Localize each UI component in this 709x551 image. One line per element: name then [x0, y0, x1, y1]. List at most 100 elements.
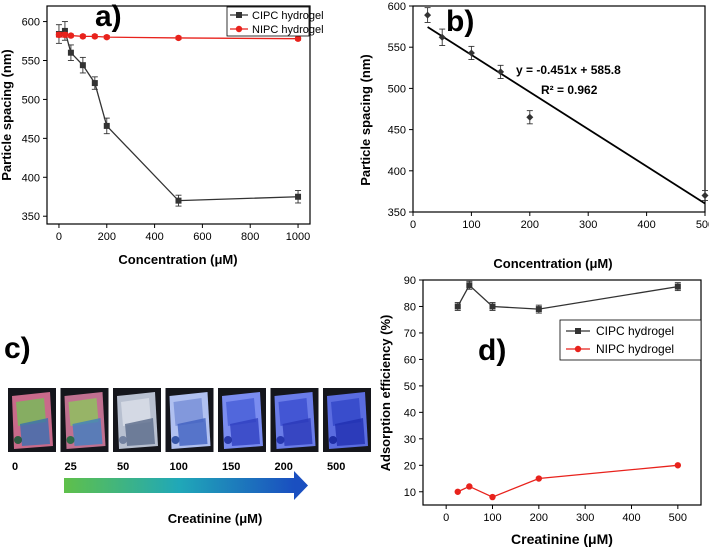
data-point-cipc-b [424, 11, 432, 19]
legend-marker-nipc-a [235, 25, 243, 33]
data-point-cipc-b [701, 192, 709, 200]
film-shade [72, 418, 103, 446]
y-tick-label-a: 600 [22, 17, 40, 29]
y-tick-label-d: 30 [404, 434, 416, 446]
series-line-nipc-d [457, 464, 678, 498]
y-tick-label-d: 80 [404, 301, 416, 313]
legend-label-nipc-d: NIPC hydrogel [596, 342, 674, 356]
film-highlight [331, 398, 361, 426]
plot-frame-b [412, 5, 706, 213]
film-highlight [226, 398, 256, 426]
film-shadow-spot [14, 436, 22, 444]
data-marks-a [55, 21, 302, 207]
sample-label: 150 [222, 461, 240, 473]
sample-photo-500: 500 [323, 388, 371, 473]
fit-line [427, 26, 706, 205]
data-point-cipc-a [91, 80, 98, 87]
fit-r-squared: R² = 0.962 [541, 83, 598, 97]
y-axis-label-a: Particle spacing (nm) [0, 49, 14, 180]
data-point-cipc-a [61, 27, 68, 34]
film-shade [20, 418, 50, 446]
film-shade [177, 418, 208, 446]
x-tick-label-b: 200 [521, 219, 539, 231]
gradient-arrow-head [294, 471, 308, 500]
data-point-nipc-a [175, 34, 182, 42]
legend-marker-nipc-d [574, 345, 582, 353]
y-tick-label-b: 450 [388, 125, 406, 137]
sample-photos: 0 25 50 100 150 200 500 [8, 388, 371, 473]
data-point-cipc-b [526, 113, 534, 121]
y-tick-label-a: 350 [22, 211, 40, 223]
y-tick-label-a: 400 [22, 172, 40, 184]
y-tick-label-d: 60 [404, 354, 416, 366]
y-tick-label-d: 10 [404, 487, 416, 499]
panel-label-a: a) [95, 0, 122, 33]
axis-ticks-d: 0 100 200 300 400 500 10 20 30 40 50 60 70 80 90 [404, 275, 687, 524]
data-point-cipc-d [535, 306, 542, 313]
y-tick-label-d: 90 [404, 275, 416, 287]
y-tick-label-d: 50 [404, 381, 416, 393]
y-tick-label-b: 600 [388, 1, 406, 13]
y-tick-label-d: 70 [404, 328, 416, 340]
y-tick-label-a: 550 [22, 56, 40, 68]
data-point-cipc-a [79, 62, 86, 69]
data-point-cipc-b [467, 49, 475, 57]
data-point-nipc-a [79, 33, 87, 40]
sample-photo-0: 0 [8, 388, 56, 473]
data-point-nipc-a [294, 35, 302, 42]
data-point-cipc-a [67, 49, 74, 56]
data-point-cipc-a [175, 197, 182, 204]
film-highlight [68, 398, 99, 426]
x-tick-label-d: 100 [483, 512, 501, 524]
x-tick-label-b: 300 [579, 219, 597, 231]
film-shadow-spot [224, 436, 232, 444]
data-point-nipc-a [55, 31, 63, 39]
legend-d: CIPC hydrogel NIPC hydrogel [559, 319, 702, 361]
film-shadow-spot [119, 436, 127, 444]
data-point-nipc-a [91, 33, 99, 40]
y-tick-label-d: 40 [404, 407, 416, 419]
data-point-cipc-a [103, 122, 110, 129]
data-point-nipc-a [67, 32, 75, 39]
sample-photo-200: 200 [270, 388, 319, 473]
legend-box-d [559, 319, 702, 361]
data-point-nipc-a [103, 33, 110, 41]
data-marks-b [424, 7, 709, 205]
x-tick-label-a: 0 [56, 231, 62, 243]
x-tick-label-a: 600 [193, 231, 211, 243]
x-tick-label-a: 1000 [286, 231, 310, 243]
film-shade [335, 418, 365, 446]
x-tick-label-b: 0 [410, 219, 416, 231]
x-tick-label-d: 200 [530, 512, 548, 524]
film-highlight [121, 398, 151, 426]
legend-label-nipc-a: NIPC hydrogel [252, 24, 324, 36]
data-point-nipc-d [535, 475, 543, 482]
data-point-cipc-b [497, 68, 505, 76]
sample-photo-100: 100 [165, 388, 214, 473]
y-tick-label-b: 400 [388, 166, 406, 178]
y-tick-label-d: 20 [404, 460, 416, 472]
x-tick-label-d: 500 [669, 512, 687, 524]
chart-panel-d: 0 100 200 300 400 500 10 20 30 40 50 60 70 80 90 d) CI… [378, 275, 702, 547]
data-point-nipc-d [454, 488, 461, 495]
film-highlight [278, 398, 309, 426]
data-point-nipc-a [61, 31, 69, 39]
data-point-nipc-d [489, 493, 496, 501]
sample-label: 200 [275, 461, 293, 473]
x-tick-label-b: 500 [696, 219, 709, 231]
axis-ticks-a: 0 200 400 600 800 1000 350 400 450 500 550 600 [22, 17, 311, 243]
sample-photo-50: 50 [113, 388, 161, 473]
film-highlight [173, 398, 204, 426]
legend-a: CIPC hydrogel NIPC hydrogel [226, 6, 324, 37]
film-shadow-spot [276, 436, 285, 444]
x-tick-label-d: 0 [443, 512, 449, 524]
x-tick-label-b: 400 [637, 219, 655, 231]
panel-label-b: b) [446, 5, 474, 38]
film-highlight [16, 398, 46, 426]
x-tick-label-d: 300 [576, 512, 594, 524]
legend-label-cipc-d: CIPC hydrogel [596, 324, 674, 338]
plot-frame-a [46, 5, 311, 225]
y-axis-label-b: Particle spacing (nm) [358, 54, 373, 185]
film-shade [125, 418, 155, 446]
x-tick-label-a: 200 [98, 231, 116, 243]
